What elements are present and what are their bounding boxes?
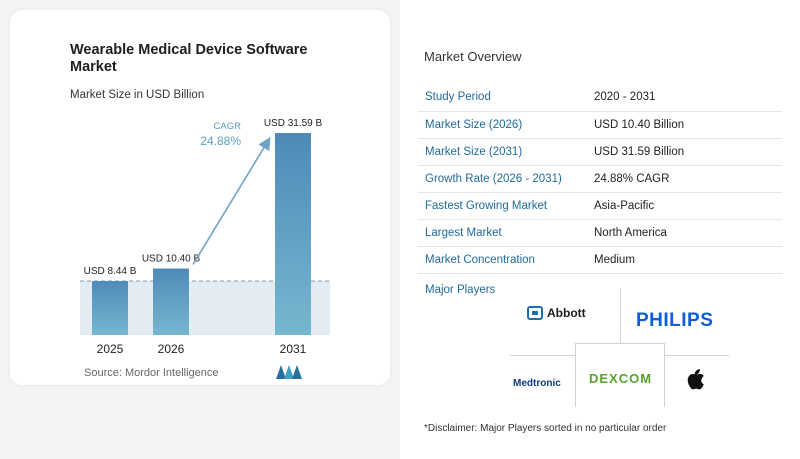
cagr-label: CAGR: [214, 121, 242, 132]
medtronic-label: Medtronic: [513, 378, 561, 389]
divider: [575, 343, 665, 344]
bar-2026: [153, 268, 189, 335]
row-key: Market Size (2026): [418, 111, 588, 139]
overview-table: Study Period 2020 - 2031 Market Size (20…: [418, 84, 782, 274]
cagr-value: 24.88%: [200, 134, 241, 148]
medtronic-logo: Medtronic: [513, 378, 561, 389]
disclaimer: *Disclaimer: Major Players sorted in no …: [424, 423, 667, 434]
table-row: Largest Market North America: [418, 219, 782, 247]
row-key: Fastest Growing Market: [418, 192, 588, 220]
overview-title: Market Overview: [424, 49, 522, 64]
data-label: USD 31.59 B: [264, 118, 323, 129]
bar-2025: [92, 281, 128, 335]
philips-label: PHILIPS: [636, 310, 714, 331]
row-key: Market Concentration: [418, 246, 588, 274]
abbott-label: Abbott: [547, 306, 586, 320]
philips-logo: PHILIPS: [636, 310, 713, 332]
row-key: Study Period: [418, 84, 588, 112]
row-key: Largest Market: [418, 219, 588, 247]
data-label: USD 10.40 B: [142, 253, 201, 264]
abbott-mark-icon: [527, 306, 543, 320]
divider: [620, 288, 621, 344]
major-players-title: Major Players: [425, 284, 496, 296]
x-tick-label: 2026: [158, 342, 185, 356]
row-value: Medium: [588, 246, 782, 274]
table-row: Market Size (2026) USD 10.40 Billion: [418, 111, 782, 139]
row-value: USD 10.40 Billion: [588, 111, 782, 139]
divider: [664, 343, 665, 407]
row-value: North America: [588, 219, 782, 247]
divider: [575, 343, 576, 407]
row-value: 24.88% CAGR: [588, 165, 782, 193]
dexcom-label: DEXCOM: [589, 371, 653, 386]
source-label: Source: Mordor Intelligence: [84, 367, 219, 379]
x-tick-label: 2025: [97, 342, 124, 356]
table-row: Growth Rate (2026 - 2031) 24.88% CAGR: [418, 165, 782, 193]
apple-icon: [686, 368, 704, 390]
bar-chart: USD 8.44 B 2025 USD 10.40 B 2026 USD 31.59 B…: [80, 118, 330, 356]
divider: [510, 355, 576, 356]
row-value: USD 31.59 Billion: [588, 138, 782, 166]
chart-title: Wearable Medical Device Software Market: [70, 42, 308, 75]
divider: [665, 355, 729, 356]
dexcom-logo: DEXCOM: [589, 371, 652, 386]
bar-2031: [275, 133, 311, 335]
data-label: USD 8.44 B: [84, 266, 137, 277]
table-row: Market Size (2031) USD 31.59 Billion: [418, 138, 782, 166]
cagr-arrow: [192, 136, 271, 265]
chart-subtitle: Market Size in USD Billion: [70, 89, 205, 101]
table-row: Study Period 2020 - 2031: [418, 84, 782, 112]
row-key: Growth Rate (2026 - 2031): [418, 165, 588, 193]
mordor-intelligence-logo-icon: [276, 365, 302, 384]
table-row: Market Concentration Medium: [418, 246, 782, 274]
x-tick-label: 2031: [280, 342, 307, 356]
abbott-logo: Abbott: [527, 306, 586, 320]
row-value: 2020 - 2031: [588, 84, 782, 112]
row-value: Asia-Pacific: [588, 192, 782, 220]
table-row: Fastest Growing Market Asia-Pacific: [418, 192, 782, 220]
row-key: Market Size (2031): [418, 138, 588, 166]
